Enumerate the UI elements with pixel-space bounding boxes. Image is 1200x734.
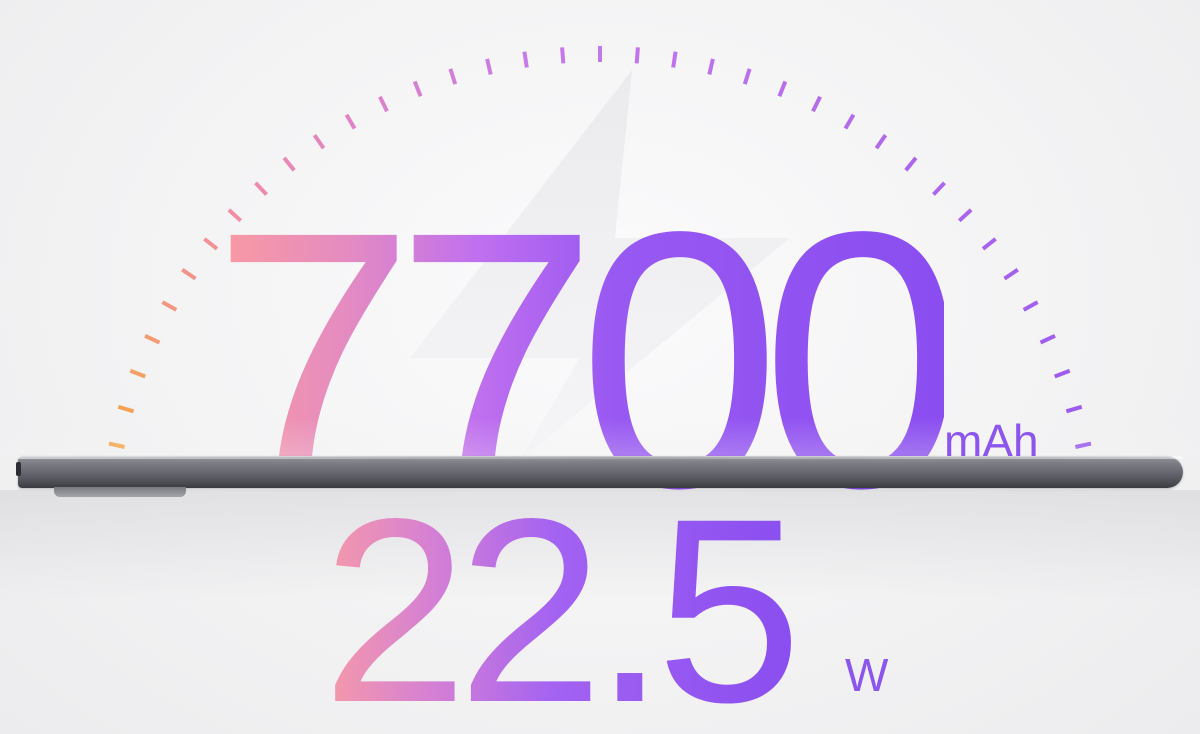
gauge-tick	[932, 181, 946, 196]
gauge-tick	[312, 133, 326, 150]
charging-power-unit: W	[845, 649, 889, 701]
gauge-tick	[117, 404, 135, 414]
gauge-tick	[1065, 404, 1083, 414]
gauge-tick	[144, 333, 161, 345]
gauge-tick	[811, 95, 822, 113]
tablet-edge-highlight	[18, 456, 1183, 459]
gauge-tick	[485, 58, 493, 75]
tablet-side-profile	[18, 456, 1183, 488]
gauge-tick	[282, 156, 296, 172]
gauge-tick	[203, 237, 219, 251]
gauge-tick	[742, 68, 752, 85]
gauge-tick	[707, 58, 715, 75]
gauge-tick	[843, 113, 856, 130]
gauge-tick	[448, 68, 458, 85]
gauge-tick	[671, 51, 678, 68]
gauge-ticks-icon	[108, 46, 1092, 449]
lightning-bolt-icon	[410, 70, 790, 460]
gauge-tick	[1074, 441, 1092, 449]
gauge-tick	[522, 51, 529, 68]
charging-power-value: 22.5	[322, 480, 802, 734]
gauge-tick	[254, 181, 268, 196]
tablet-volume-button	[54, 487, 186, 497]
gauge-tick	[344, 113, 357, 130]
gauge-tick	[957, 208, 973, 223]
gauge-tick	[1003, 268, 1019, 281]
tablet-port	[16, 462, 21, 476]
gauge-tick	[161, 300, 178, 312]
gauge-tick	[777, 80, 788, 98]
gauge-tick	[1039, 333, 1056, 345]
gauge-tick	[108, 441, 126, 449]
gauge-tick	[1022, 300, 1039, 312]
gauge-tick	[1053, 368, 1071, 379]
gauge-tick	[129, 368, 147, 379]
gauge-tick	[412, 80, 423, 98]
gauge-tick	[560, 47, 566, 64]
gauge-tick	[227, 208, 243, 223]
gauge-tick	[904, 156, 918, 172]
gauge-tick	[378, 95, 389, 113]
gauge-tick	[181, 268, 197, 281]
gauge-tick	[634, 47, 640, 64]
gauge-tick	[874, 133, 888, 150]
gauge-tick	[981, 237, 997, 251]
